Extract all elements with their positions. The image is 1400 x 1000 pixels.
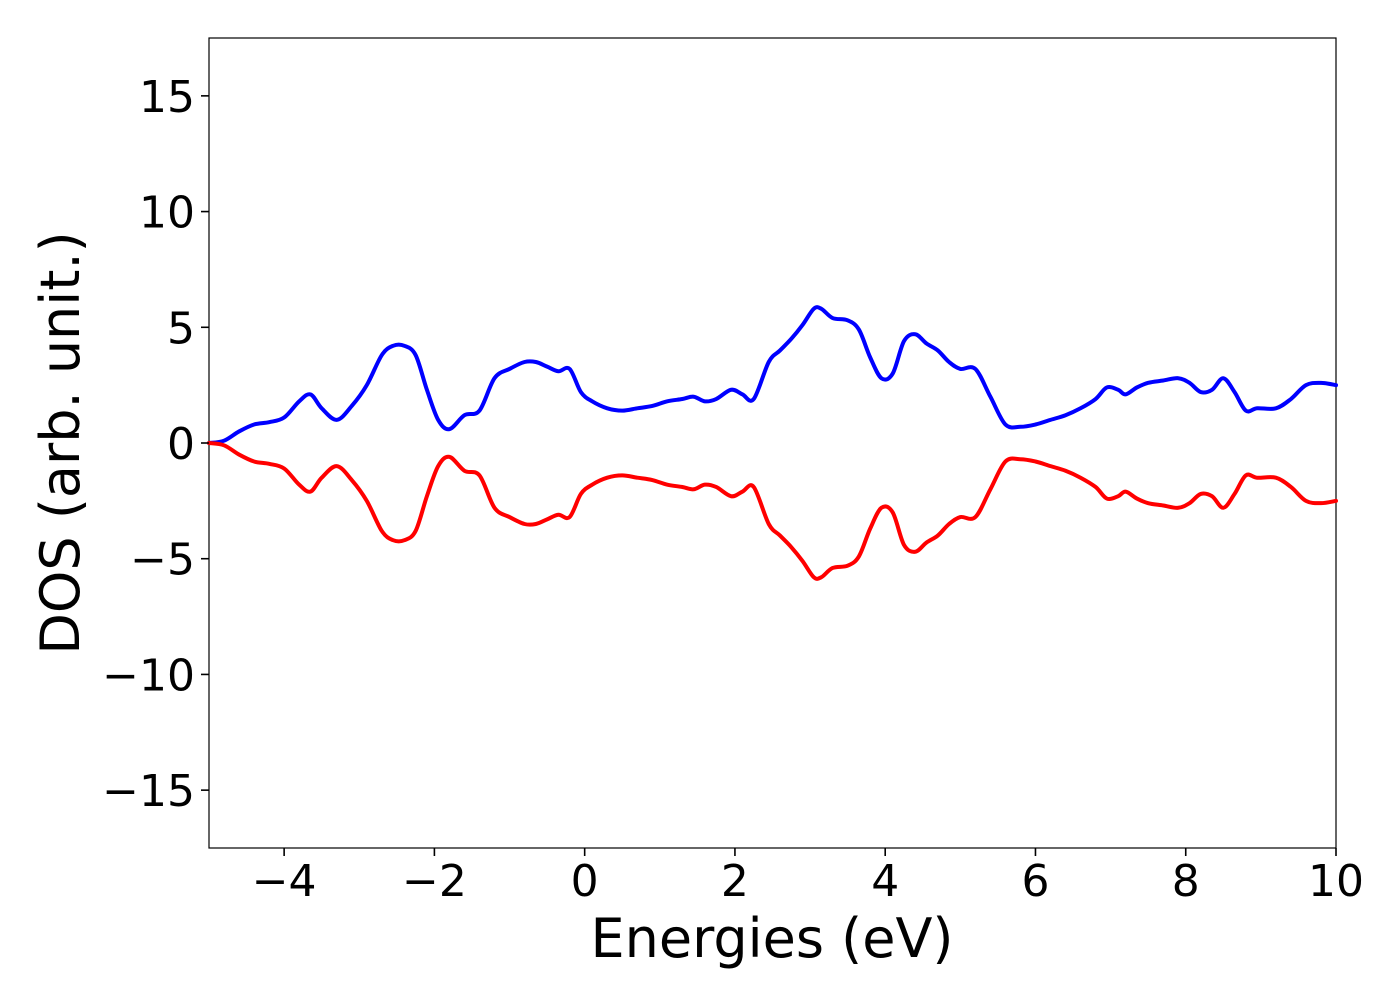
x-tick-label: 0 [571,856,599,907]
x-tick-label: 10 [1308,856,1364,907]
x-axis: −4 −2 0 2 4 6 8 10 [252,848,1364,907]
y-tick-label: −10 [102,650,195,701]
x-tick-label: 2 [721,856,749,907]
y-tick-label: 5 [167,303,195,354]
y-tick-label: 15 [139,72,195,123]
series-layer [207,305,1338,581]
y-tick-label: 0 [167,419,195,470]
x-tick-label: −2 [402,856,467,907]
x-tick-label: 6 [1021,856,1049,907]
y-tick-label: 10 [139,188,195,239]
y-axis: 15 10 5 0 −5 −10 −15 [102,72,209,817]
series-line-2 [207,441,1338,581]
x-tick-label: 8 [1172,856,1200,907]
x-tick-label: −4 [252,856,317,907]
x-tick-label: 4 [871,856,899,907]
y-tick-label: −5 [130,535,195,586]
y-tick-label: −15 [102,766,195,817]
series-line-1 [207,305,1338,445]
x-axis-title: Energies (eV) [591,907,954,970]
y-axis-title: DOS (arb. unit.) [29,231,92,654]
